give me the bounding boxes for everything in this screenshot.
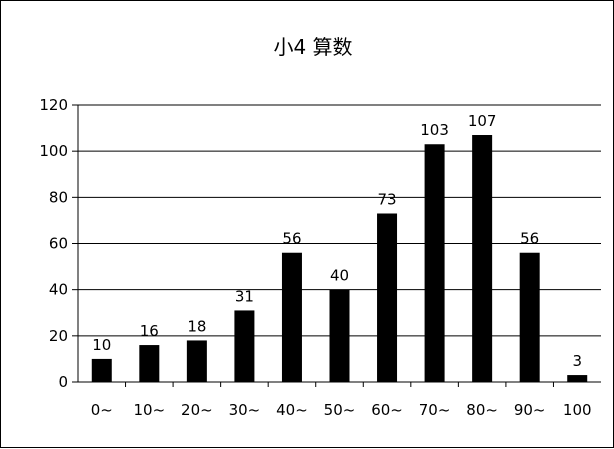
chart-title: 小4 算数 [273,35,352,59]
data-label: 56 [520,230,539,248]
bar [424,144,445,382]
bar [139,345,160,382]
data-label: 31 [235,287,254,305]
bar [281,252,302,382]
y-tick-label: 100 [39,142,68,160]
x-tick-label: 30~ [229,401,261,419]
bar [186,340,207,382]
data-label: 107 [468,112,497,130]
y-tick-label: 120 [39,96,68,114]
x-tick-label: 10~ [133,401,165,419]
data-label: 16 [140,322,159,340]
bar [329,289,350,382]
data-label: 3 [572,352,582,370]
data-labels: 10 16 18 31 56 40 73 103 107 56 3 [92,112,582,370]
y-tick-label: 60 [49,235,68,253]
x-tick-label: 20~ [181,401,213,419]
x-tick-label: 70~ [419,401,451,419]
bar [91,358,112,382]
bars [91,135,588,382]
x-tick-label: 90~ [514,401,546,419]
x-tick-label: 80~ [466,401,498,419]
y-tick-label: 80 [49,188,68,206]
gridlines [78,104,601,337]
bar [377,213,398,382]
x-tick-label: 0~ [91,401,113,419]
y-tick-label: 0 [58,373,68,391]
data-label: 56 [282,230,301,248]
data-label: 10 [92,336,111,354]
data-label: 40 [330,267,349,285]
y-tick-label: 20 [49,327,68,345]
data-label: 73 [377,190,396,208]
data-label: 103 [420,121,449,139]
y-tick-label: 40 [49,281,68,299]
x-tick-label: 50~ [324,401,356,419]
x-tick-label: 40~ [276,401,308,419]
axes: 0 20 40 60 80 100 120 0~ 10~ 20~ 30~ 40~ 50~ 60~ 70~ 80… [39,96,601,419]
bar [234,310,255,382]
data-label: 18 [187,317,206,335]
bar [519,252,540,382]
x-tick-label: 60~ [371,401,403,419]
bar [472,135,493,382]
x-tick-label: 100 [563,401,592,419]
bar [567,375,588,382]
